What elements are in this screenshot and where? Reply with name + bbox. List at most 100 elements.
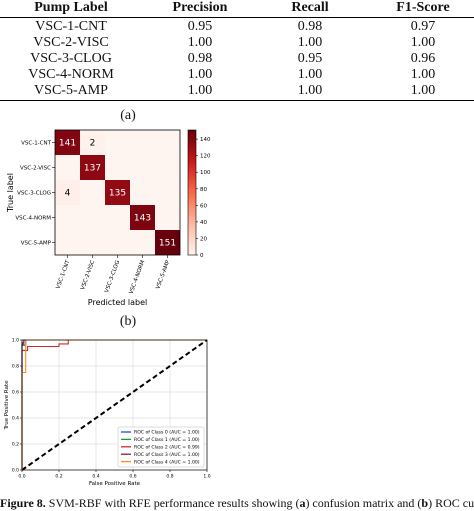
colorbar-segment [188, 148, 196, 152]
cell-pump-label: VSC-4-NORM [28, 67, 114, 82]
x-tick-label: VSC-4-NORM [129, 259, 147, 295]
matrix-cell [55, 180, 80, 205]
cell-f1-score: 0.96 [410, 51, 436, 66]
colorbar-segment [188, 144, 196, 148]
cell-precision: 1.00 [187, 83, 213, 98]
colorbar-tick-label: 140 [200, 137, 211, 143]
cell-value-label: 143 [134, 214, 151, 224]
matrix-cell [55, 205, 80, 230]
colorbar-segment [188, 180, 196, 183]
colorbar-segment [188, 213, 196, 216]
table-row: VSC-2-VISC 1.00 1.00 1.00 [0, 35, 474, 51]
cell-recall: 0.95 [297, 51, 323, 66]
colorbar-segment [188, 167, 196, 171]
colorbar-segment [188, 132, 196, 135]
roc-curve-chart: 0.0 0.2 0.4 0.6 0.8 1.0 0.0 0.2 0.4 0.6 0.8 1.0 Fals… [4, 338, 211, 488]
colorbar-segment [188, 207, 196, 210]
y-tick-label: VSC-3-CLOG [17, 191, 51, 197]
cell-value-label: 135 [109, 189, 126, 199]
cell-value-label: 2 [90, 139, 96, 149]
legend-label: ROC of Class 3 (AUC = 1.00) [134, 452, 200, 458]
table-header-rule [0, 17, 474, 18]
colorbar-segment [188, 194, 196, 198]
colorbar-segment [188, 242, 196, 246]
y-tick-label: 0.2 [12, 442, 19, 448]
y-tick-label: 0.4 [12, 416, 19, 422]
x-tick-label: VSC-5-AMP [155, 259, 171, 290]
matrix-cell [55, 230, 80, 255]
colorbar-segment [188, 157, 196, 160]
colorbar-segment [188, 163, 196, 166]
colorbar-tick-label: 20 [200, 236, 207, 242]
colorbar-segment [188, 215, 196, 218]
colorbar-segment [188, 188, 196, 191]
colorbar-segment [188, 221, 196, 225]
colorbar-segment [188, 138, 196, 141]
y-tick-label: VSC-4-NORM [15, 216, 51, 222]
colorbar-segment [188, 246, 196, 250]
y-tick-label: 0.0 [12, 468, 19, 474]
cell-pump-label: VSC-2-VISC [33, 35, 109, 50]
colorbar-tick-label: 100 [200, 170, 211, 176]
cell-value-label: 151 [159, 239, 176, 249]
colorbar-segment [188, 150, 196, 154]
cell-recall: 0.98 [297, 19, 323, 34]
y-axis-title: True label [6, 173, 15, 213]
figure-caption: Figure 8. SVM-RBF with RFE performance r… [0, 496, 474, 511]
x-tick-label: VSC-1-CNT [56, 259, 72, 290]
colorbar-segment [188, 142, 196, 146]
table-header-row: Pump Label Precision Recall F1-Score [0, 0, 474, 16]
roc-series-line [21, 339, 207, 470]
plot-frame [21, 339, 208, 471]
colorbar-segment [188, 186, 196, 189]
matrix-cell [130, 155, 155, 180]
table-row: VSC-1-CNT 0.95 0.98 0.97 [0, 19, 474, 35]
caption-text-2: ) confusion matrix and ( [305, 496, 422, 510]
colorbar-segment [188, 159, 196, 162]
legend-label: ROC of Class 4 (AUC = 1.00) [134, 459, 200, 465]
cell-precision: 0.95 [187, 19, 213, 34]
y-tick-label: VSC-5-AMP [21, 241, 52, 247]
colorbar-segment [188, 190, 196, 193]
colorbar-segment [188, 152, 196, 156]
cell-precision: 0.98 [187, 51, 213, 66]
cell-f1-score: 0.97 [410, 19, 436, 34]
matrix-cell [105, 205, 130, 230]
x-tick-label: VSC-2-VISC [80, 259, 96, 290]
colorbar-segment [188, 211, 196, 214]
table-row: VSC-5-AMP 1.00 1.00 1.00 [0, 83, 474, 99]
legend-label: ROC of Class 1 (AUC = 1.00) [134, 437, 200, 443]
colorbar-segment [188, 240, 196, 243]
colorbar-segment [188, 219, 196, 223]
colorbar-segment [188, 223, 196, 227]
colorbar-segment [188, 252, 196, 256]
y-tick-label: 0.8 [12, 364, 19, 370]
colorbar-tick-label: 60 [200, 203, 207, 209]
matrix-cell [155, 155, 180, 180]
colorbar-segment [188, 175, 196, 179]
header-recall: Recall [291, 0, 329, 15]
x-tick-label: 1.0 [203, 474, 210, 480]
colorbar-tick-label: 120 [200, 154, 211, 160]
colorbar-segment [188, 234, 196, 237]
table-bottom-rule [0, 100, 474, 101]
matrix-cell [130, 130, 155, 155]
matrix-cell [80, 130, 105, 155]
colorbar-segment [188, 232, 196, 235]
matrix-cell [155, 130, 180, 155]
matrix-cell [155, 230, 180, 255]
legend-label: ROC of Class 2 (AUC = 0.99) [134, 445, 200, 451]
colorbar-tick-label: 80 [200, 187, 207, 193]
matrix-cell [155, 180, 180, 205]
cell-value-label: 4 [65, 189, 71, 199]
cell-pump-label: VSC-1-CNT [35, 19, 107, 34]
colorbar-segment [188, 169, 196, 173]
colorbar-segment [188, 192, 196, 196]
matrix-cell [130, 180, 155, 205]
colorbar-segment [188, 198, 196, 202]
colorbar-segment [188, 202, 196, 206]
cell-recall: 1.00 [297, 67, 323, 82]
colorbar-segment [188, 250, 196, 254]
matrix-cell [130, 230, 155, 255]
x-tick-label: 0.6 [129, 474, 136, 480]
